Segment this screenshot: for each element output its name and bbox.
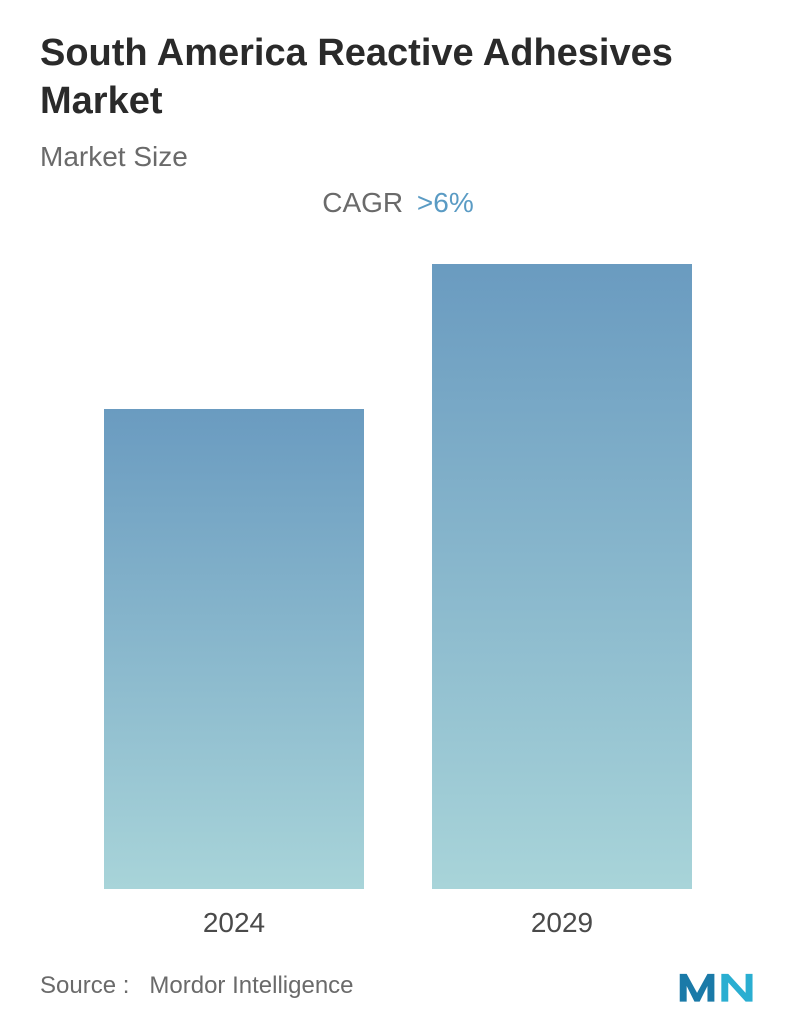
x-axis-label: 2029 (417, 907, 707, 939)
chart-area (40, 249, 756, 889)
cagr-row: CAGR >6% (40, 187, 756, 219)
source-value: Mordor Intelligence (149, 972, 353, 999)
bar-wrap (417, 264, 707, 889)
x-axis-labels: 2024 2029 (40, 889, 756, 939)
footer: Source : Mordor Intelligence (40, 966, 756, 1006)
chart-subtitle: Market Size (40, 141, 756, 173)
x-axis-label: 2024 (89, 907, 379, 939)
source-attribution: Source : Mordor Intelligence (40, 972, 354, 1000)
chart-title: South America Reactive Adhesives Market (40, 30, 756, 125)
bar (104, 409, 364, 889)
mordor-logo-icon (678, 966, 756, 1006)
bar (432, 264, 692, 889)
cagr-label: CAGR (322, 187, 403, 218)
source-label: Source : (40, 972, 129, 999)
cagr-value: >6% (417, 187, 474, 218)
bar-wrap (89, 409, 379, 889)
